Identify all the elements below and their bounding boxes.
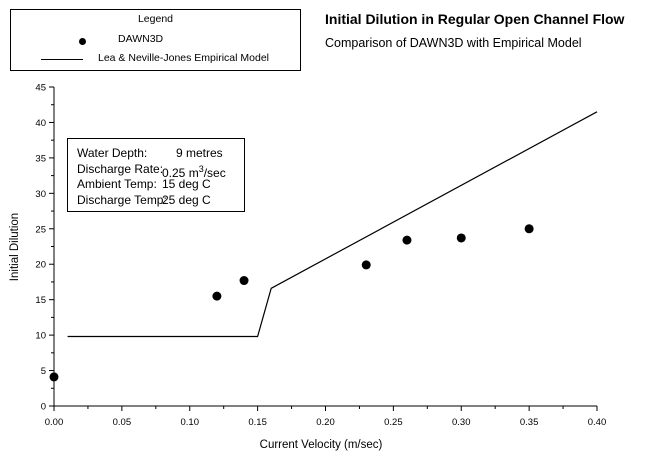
legend-title: Legend: [137, 13, 174, 25]
x-tick-label: 0.05: [113, 417, 132, 428]
discharge-rate-label: Discharge Rate:: [77, 161, 164, 176]
dawn3d-data-point: [524, 224, 534, 234]
x-tick-label: 0.25: [384, 417, 403, 428]
x-tick-label: 0.00: [45, 417, 64, 428]
dawn3d-data-point: [456, 233, 466, 243]
ambient-temp-row: Ambient Temp: 15 deg C: [77, 177, 244, 193]
x-axis-label: Current Velocity (m/sec): [260, 439, 383, 451]
y-tick-label: 15: [35, 295, 46, 306]
chart-title: Initial Dilution in Regular Open Channel…: [325, 11, 625, 27]
y-axis-label: Initial Dilution: [9, 213, 21, 281]
ambient-temp-label: Ambient Temp:: [77, 177, 157, 191]
x-tick-label: 0.30: [452, 417, 471, 428]
legend-marker-line: [41, 59, 83, 60]
water-depth-label: Water Depth:: [77, 146, 148, 160]
ambient-temp-value: 15 deg C: [162, 177, 211, 191]
x-axis-ticks: 0.00 0.05 0.10 0.15 0.20 0.25 0.30 0.35 0.40: [45, 406, 607, 428]
discharge-rate-exponent: 3: [198, 163, 204, 174]
chart-subtitle: Comparison of DAWN3D with Empirical Mode…: [325, 36, 582, 50]
y-axis-ticks: 0 5 10 15 20 25 30 35 40 45: [35, 83, 54, 413]
y-tick-label: 5: [41, 366, 46, 377]
discharge-rate-unit: /sec: [203, 165, 226, 180]
legend: Legend DAWN3D Lea & Neville-Jones Empiri…: [10, 9, 301, 71]
dawn3d-data-point: [239, 276, 249, 286]
x-tick-label: 0.10: [181, 417, 200, 428]
legend-entry-dawn3d: DAWN3D: [118, 33, 164, 45]
dawn3d-data-point: [402, 235, 412, 245]
series-lines: [67, 111, 598, 338]
dawn3d-data-point: [361, 260, 371, 270]
legend-marker-circle: [79, 38, 86, 45]
x-tick-label: 0.40: [588, 417, 607, 428]
series-points: [49, 224, 534, 382]
water-depth-value: 9 metres: [176, 146, 223, 160]
dawn3d-data-point: [212, 291, 222, 301]
dawn3d-data-point: [49, 372, 59, 382]
y-tick-label: 45: [35, 83, 46, 94]
empirical-model-line: [67, 111, 598, 338]
discharge-temp-label: Discharge Temp:: [77, 192, 167, 207]
water-depth-row: Water Depth: 9 metres: [77, 146, 244, 162]
discharge-temp-row: Discharge Temp: 25 deg C: [77, 193, 244, 209]
y-tick-label: 30: [35, 189, 46, 200]
x-tick-label: 0.35: [520, 417, 539, 428]
parameters-box: Water Depth: 9 metres Discharge Rate: 0.…: [67, 138, 245, 212]
x-tick-label: 0.20: [316, 417, 335, 428]
y-tick-label: 20: [35, 260, 46, 271]
y-tick-label: 0: [41, 402, 46, 413]
discharge-rate-value: 0.25 m3/sec: [162, 162, 226, 182]
y-tick-label: 25: [35, 224, 46, 235]
y-tick-label: 35: [35, 153, 46, 164]
discharge-rate-row: Discharge Rate: 0.25 m3/sec: [77, 161, 244, 180]
x-tick-label: 0.15: [248, 417, 267, 428]
y-tick-label: 10: [35, 331, 46, 342]
axes: [53, 87, 597, 407]
discharge-rate-number: 0.25 m: [162, 165, 199, 180]
y-tick-label: 40: [35, 118, 46, 129]
legend-entry-empirical: Lea & Neville-Jones Empirical Model: [98, 52, 269, 64]
discharge-temp-value: 25 deg C: [162, 192, 211, 207]
